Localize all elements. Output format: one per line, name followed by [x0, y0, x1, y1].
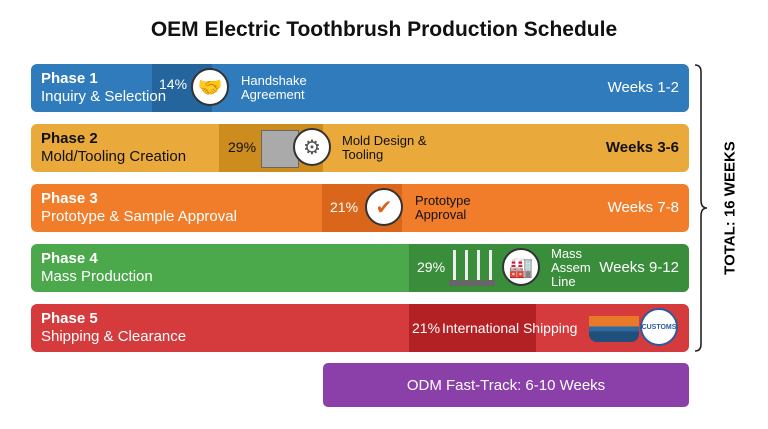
- phase-4-weeks: Weeks 9-12: [599, 259, 679, 276]
- phase-4-title: Phase 4: [41, 250, 98, 267]
- phase-2-bar: Phase 2 Mold/Tooling Creation 29% ⚙ Mold …: [31, 124, 689, 172]
- total-bracket: [694, 64, 708, 352]
- phase-4-name: Mass Production: [41, 268, 153, 285]
- phase-5-percent: 21%: [412, 320, 441, 336]
- phase-4-milestone: Mass Assem Line: [551, 246, 591, 289]
- phase-5-segment: [409, 304, 536, 352]
- phase-4-percent: 29%: [417, 259, 446, 275]
- odm-fasttrack-banner: ODM Fast-Track: 6-10 Weeks: [323, 363, 689, 407]
- phase-1-weeks: Weeks 1-2: [607, 79, 679, 96]
- assembly-line-icon: 🏭: [502, 248, 540, 286]
- phase-4-bar: Phase 4 Mass Production 29% 🏭 Mass Assem …: [31, 244, 689, 292]
- phase-3-name: Prototype & Sample Approval: [41, 208, 237, 225]
- total-duration-label: TOTAL: 16 WEEKS: [721, 141, 739, 275]
- phase-3-weeks: Weeks 7-8: [607, 199, 679, 216]
- phase-2-weeks: Weeks 3-6: [605, 139, 679, 156]
- phase-5-name: Shipping & Clearance: [41, 328, 187, 345]
- mold-icon: [261, 130, 299, 168]
- page-title: OEM Electric Toothbrush Production Sched…: [150, 18, 618, 41]
- phase-1-title: Phase 1: [41, 70, 98, 87]
- phase-1-bar: Phase 1 Inquiry & Selection 14% 🤝 Handsha…: [31, 64, 689, 112]
- phase-1-percent: 14%: [159, 76, 188, 92]
- customs-stamp-icon: CUSTOMS: [640, 308, 678, 346]
- phase-3-percent: 21%: [330, 199, 359, 215]
- toothbrush-conveyor-icon: [449, 250, 495, 286]
- phase-5-bar: Phase 5 Shipping & Clearance 21% Internat…: [31, 304, 689, 352]
- phase-5-title: Phase 5: [41, 310, 98, 327]
- cargo-ship-icon: [589, 316, 639, 342]
- phase-2-name: Mold/Tooling Creation: [41, 148, 187, 165]
- phase-2-milestone: Mold Design & Tooling: [342, 133, 427, 162]
- phase-1-name: Inquiry & Selection: [41, 88, 167, 105]
- prototype-check-icon: ✔: [365, 188, 403, 226]
- phase-1-milestone: Handshake Agreement: [241, 73, 307, 102]
- phase-5-milestone: International Shipping: [442, 320, 578, 336]
- phase-3-milestone: Prototype Approval: [415, 193, 471, 222]
- phase-2-percent: 29%: [228, 139, 257, 155]
- gears-icon: ⚙: [293, 128, 331, 166]
- handshake-icon: 🤝: [191, 68, 229, 106]
- phase-3-title: Phase 3: [41, 190, 98, 207]
- phase-3-bar: Phase 3 Prototype & Sample Approval 21% ✔…: [31, 184, 689, 232]
- phase-2-title: Phase 2: [41, 130, 98, 147]
